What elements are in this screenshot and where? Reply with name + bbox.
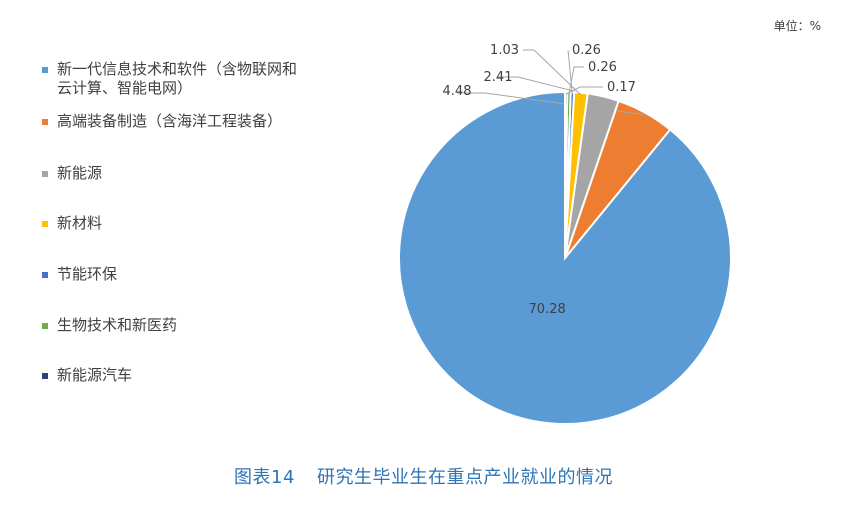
legend-swatch <box>42 119 48 125</box>
legend-item: 新一代信息技术和软件（含物联网和 云计算、智能电网） <box>42 60 342 98</box>
figure-number: 图表14 <box>234 467 295 488</box>
figure-title: 研究生毕业生在重点产业就业的情况 <box>316 467 613 488</box>
legend-swatch <box>42 67 48 73</box>
legend-label: 高端装备制造（含海洋工程装备） <box>57 112 283 130</box>
leader-line <box>568 66 584 95</box>
legend-swatch <box>42 323 48 329</box>
legend-label: 节能环保 <box>57 265 118 283</box>
leader-line <box>523 49 582 96</box>
legend-item: 生物技术和新医药 <box>42 316 342 335</box>
data-label: 0.26 <box>588 60 617 75</box>
legend-label: 新材料 <box>57 214 103 232</box>
data-label: 70.28 <box>529 302 566 317</box>
legend-label: 新能源汽车 <box>57 366 133 384</box>
figure-caption: 图表14 研究生毕业生在重点产业就业的情况 <box>0 463 847 489</box>
leader-line <box>567 49 573 95</box>
legend-item: 高端装备制造（含海洋工程装备） <box>42 112 342 131</box>
data-label: 0.26 <box>572 43 601 58</box>
data-label: 0.17 <box>607 80 636 95</box>
legend-item: 新能源汽车 <box>42 366 342 385</box>
legend-label: 新能源 <box>57 164 103 182</box>
legend-swatch <box>42 373 48 379</box>
leader-line <box>565 86 603 95</box>
legend-swatch <box>42 272 48 278</box>
data-label: 1.03 <box>490 43 519 58</box>
legend-item: 新能源 <box>42 164 342 183</box>
legend-label: 生物技术和新医药 <box>57 316 178 334</box>
unit-label: 单位：% <box>773 19 821 33</box>
data-label: 2.41 <box>484 70 513 85</box>
legend-swatch <box>42 171 48 177</box>
pie-slice <box>564 90 569 259</box>
legend-swatch <box>42 221 48 227</box>
legend-label: 新一代信息技术和软件（含物联网和 云计算、智能电网） <box>57 60 298 97</box>
data-label: 4.48 <box>443 84 472 99</box>
legend-item: 新材料 <box>42 214 342 233</box>
legend-item: 节能环保 <box>42 265 342 284</box>
